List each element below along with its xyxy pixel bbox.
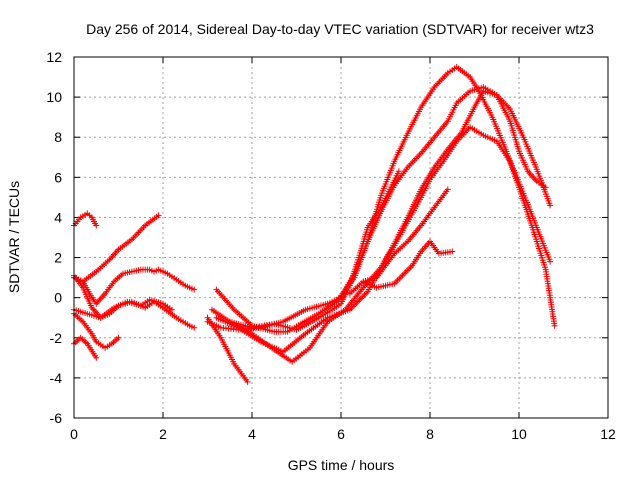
x-tick-label: 8: [426, 426, 434, 442]
y-tick-label: 6: [54, 169, 62, 185]
tick-layer: 0 2 4 6 8 10 12 -6 -4 -2 0 2 4 6 8 10 12: [46, 49, 616, 442]
grid-layer: [74, 57, 608, 418]
x-tick-label: 10: [511, 426, 527, 442]
plus-markers: [209, 168, 402, 333]
plus-markers: [213, 64, 558, 335]
series-arc-5: [71, 296, 175, 321]
y-axis-label: SDTVAR / TECUs: [6, 181, 22, 293]
y-tick-label: 4: [54, 209, 62, 225]
plus-markers: [71, 296, 175, 321]
x-tick-label: 0: [70, 426, 78, 442]
y-tick-label: -2: [50, 330, 63, 346]
series-arc-8: [204, 314, 251, 385]
series-arc-7: [71, 334, 100, 361]
x-axis-label: GPS time / hours: [288, 457, 395, 473]
chart-title: Day 256 of 2014, Sidereal Day-to-day VTE…: [86, 21, 594, 37]
y-tick-label: 0: [54, 290, 62, 306]
y-tick-label: 8: [54, 129, 62, 145]
series-line: [229, 126, 551, 363]
series-arc-11: [209, 168, 402, 333]
y-tick-label: -4: [50, 370, 63, 386]
y-tick-label: -6: [50, 410, 63, 426]
plus-markers: [226, 124, 554, 365]
series-arc-15: [346, 238, 456, 297]
series-layer: [71, 64, 558, 385]
plot-frame: [73, 56, 609, 419]
plus-markers: [71, 210, 100, 229]
x-tick-label: 6: [337, 426, 345, 442]
series-line: [215, 90, 547, 353]
series-line: [211, 170, 400, 331]
y-tick-label: 2: [54, 250, 62, 266]
series-arc-1: [71, 210, 100, 229]
series-arc-2: [71, 212, 162, 285]
series-arc-13: [226, 124, 554, 365]
x-tick-label: 12: [600, 426, 616, 442]
plus-markers: [346, 238, 456, 297]
x-tick-label: 2: [159, 426, 167, 442]
series-arc-10: [213, 64, 558, 335]
y-tick-label: 10: [46, 89, 62, 105]
y-tick-label: 12: [46, 49, 62, 65]
x-tick-label: 4: [248, 426, 256, 442]
